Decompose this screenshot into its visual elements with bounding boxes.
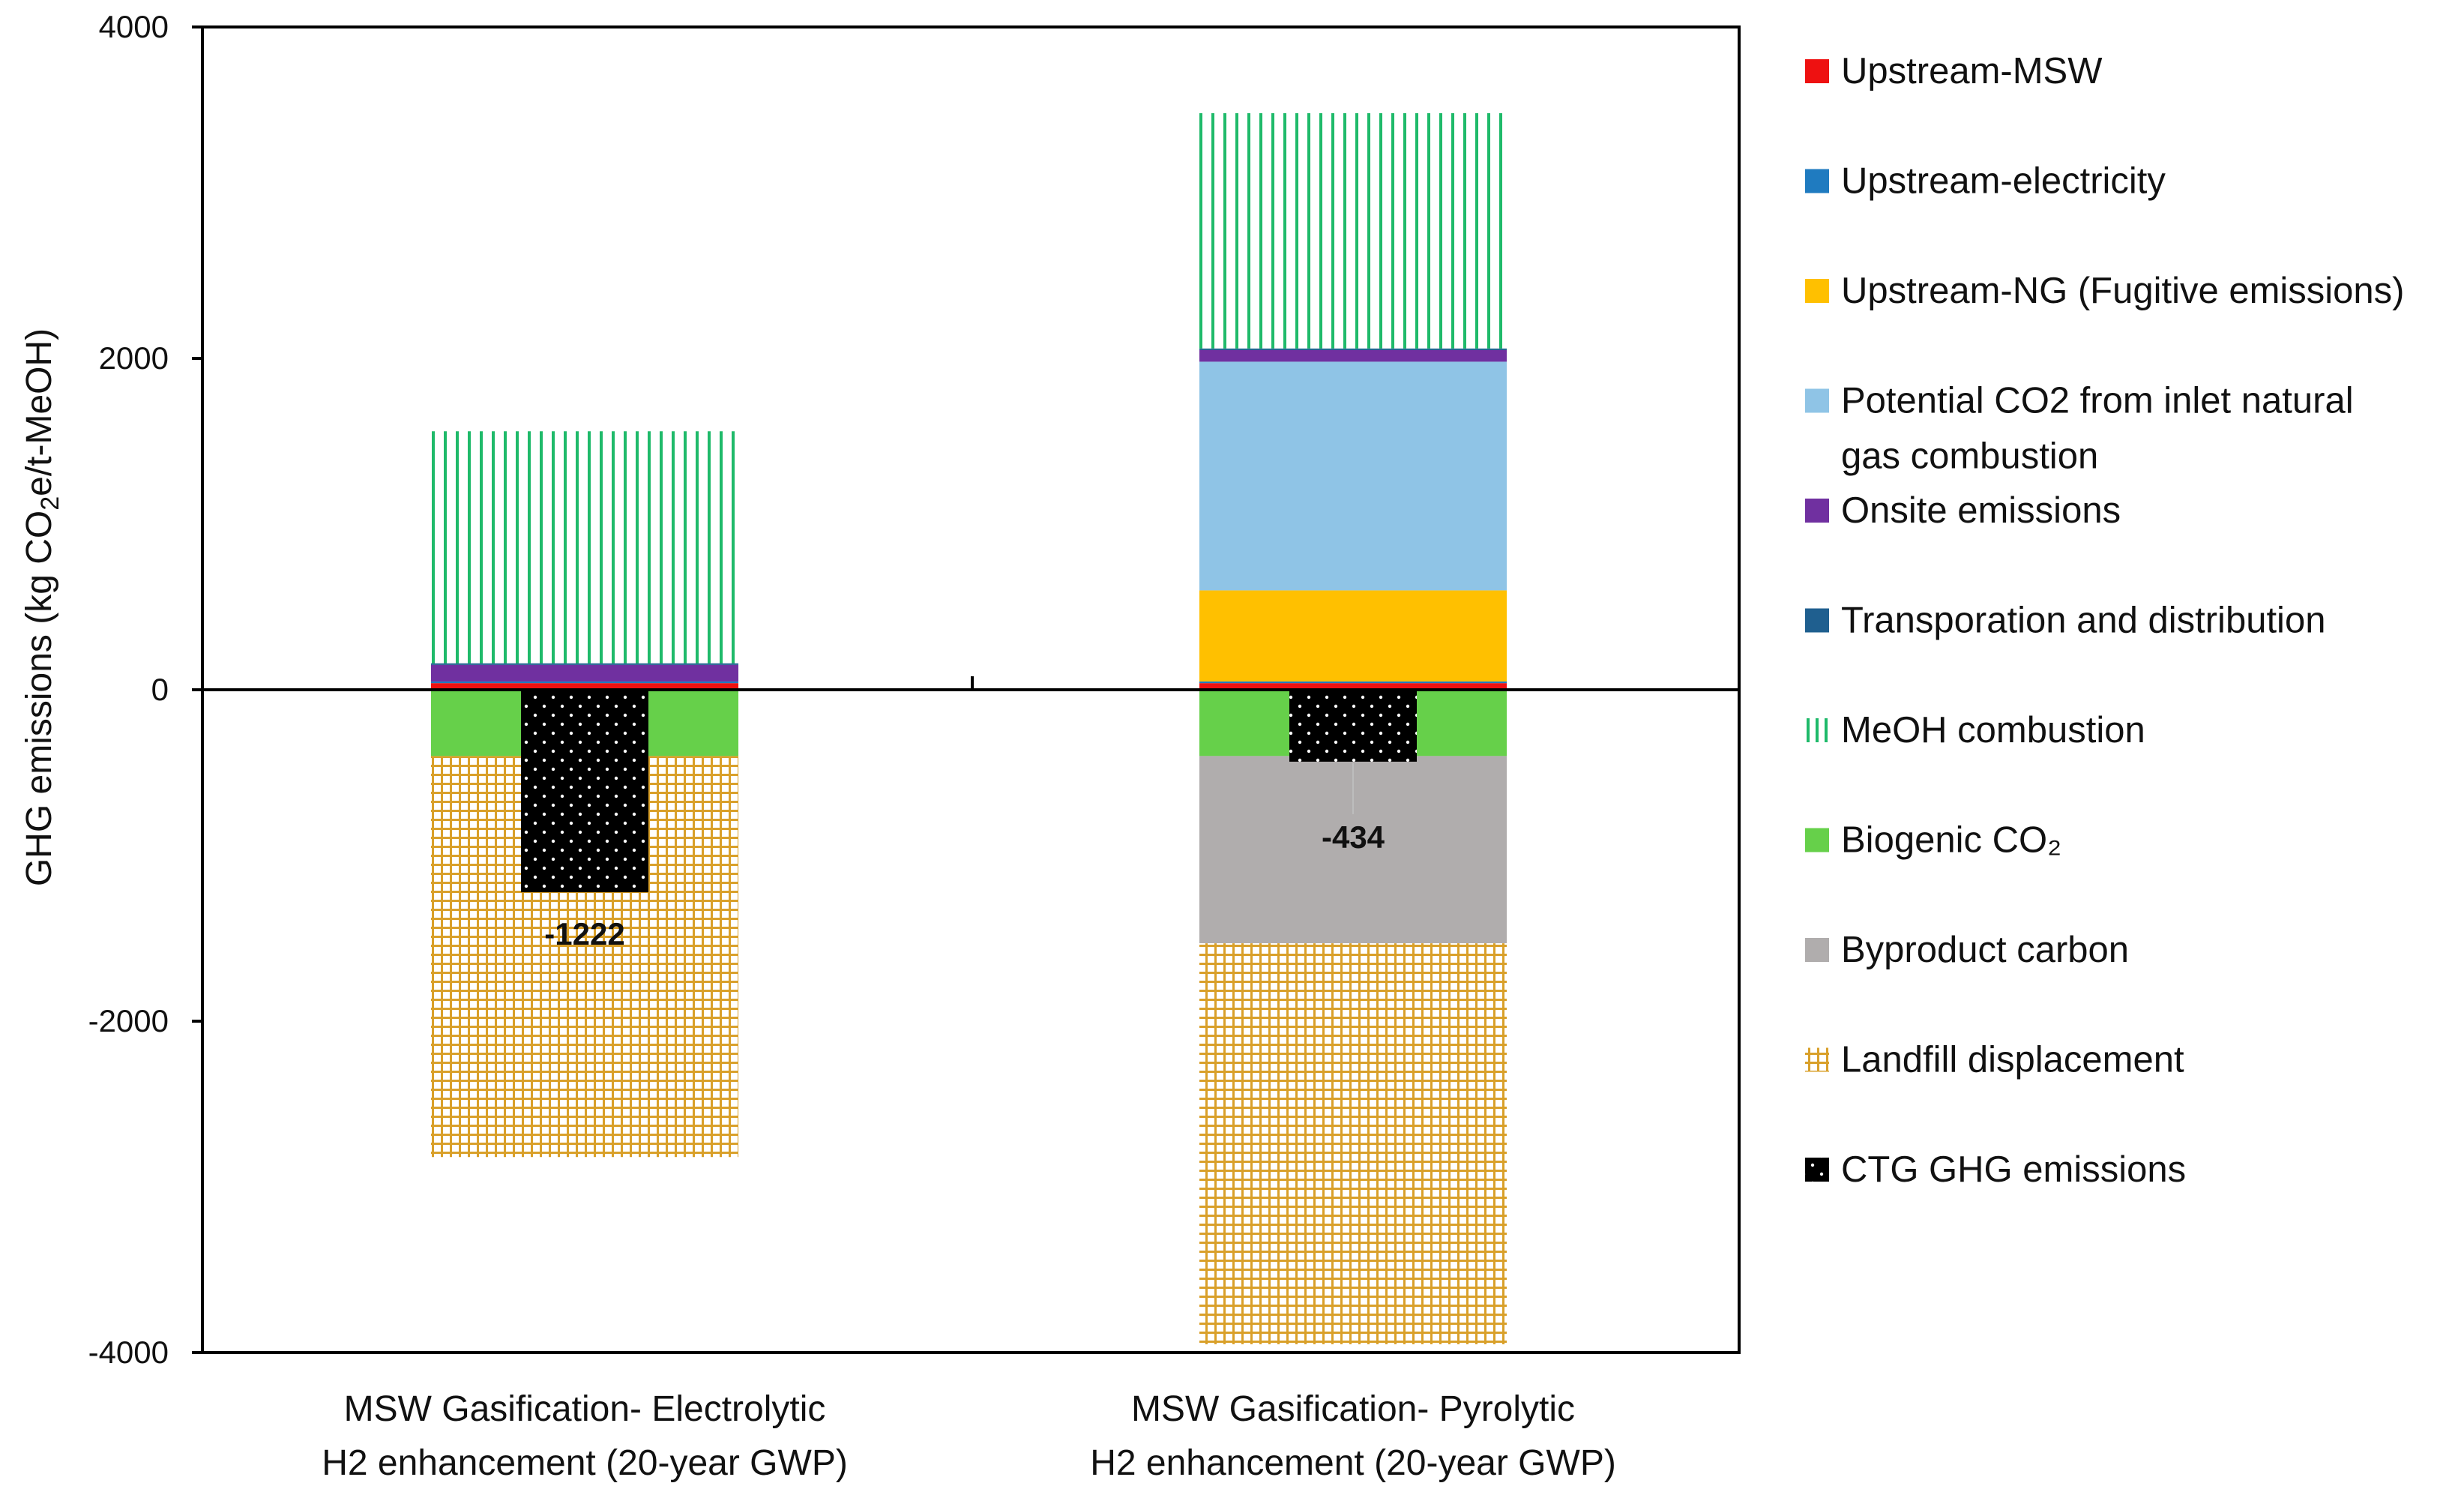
net-bar-1 [521, 690, 648, 893]
y-axis-label-suffix: e/t-MeOH) [19, 328, 59, 496]
bar-segment-meoh-combustion-2 [1199, 112, 1507, 349]
net-bar-2 [1289, 690, 1417, 762]
bar-stacks [431, 112, 1507, 1344]
legend-label-landfill-displacement: Landfill displacement [1841, 1040, 2184, 1080]
y-tick-label: -2000 [88, 1003, 169, 1038]
legend-item-potential-co2-from-inlet-natural-gas-combustion: Potential CO2 from inlet natural gas comb… [1805, 381, 2354, 477]
legend-swatch-meoh-combustion [1816, 718, 1819, 742]
y-tick-label: 4000 [99, 9, 169, 44]
data-label-net-1: -1222 [544, 916, 624, 951]
legend-item-upstream-ng-fugitive-emissions-: Upstream-NG (Fugitive emissions) [1805, 271, 2405, 311]
y-axis-label-sub: 2 [36, 496, 64, 511]
category-label-1-line-1: MSW Gasification- Electrolytic [344, 1389, 826, 1429]
bar-segment-onsite-emissions-2 [1199, 349, 1507, 362]
y-tick-label: 0 [151, 672, 169, 707]
y-tick-label: 2000 [99, 340, 169, 376]
bar-segment-meoh-combustion-1 [431, 431, 738, 664]
legend-item-byproduct-carbon: Byproduct carbon [1805, 930, 2129, 970]
bar-segment-transporation-and-distribution-1 [431, 663, 738, 665]
legend-item-biogenic-co2: Biogenic CO₂ [1805, 820, 2061, 861]
legend-label-byproduct-carbon: Byproduct carbon [1841, 930, 2129, 970]
category-label-2-line-2: H2 enhancement (20-year GWP) [1090, 1443, 1616, 1483]
legend-label-upstream-ng-fugitive-emissions-: Upstream-NG (Fugitive emissions) [1841, 271, 2405, 311]
legend-label-meoh-combustion: MeOH combustion [1841, 710, 2145, 751]
legend-item-onsite-emissions: Onsite emissions [1805, 490, 2121, 531]
legend-label-potential-co2-from-inlet-natural-gas-combustion: gas combustion [1841, 436, 2098, 477]
legend-item-upstream-msw: Upstream-MSW [1805, 51, 2103, 91]
legend-swatch-onsite-emissions [1805, 499, 1829, 523]
legend-label-transporation-and-distribution: Transporation and distribution [1841, 601, 2325, 641]
labels: -1222 -434 4000 2000 0 -2000 -4000 GHG emission… [19, 9, 1616, 1483]
bar-segment-upstream-electricity-1 [431, 681, 738, 684]
legend-swatch-upstream-msw [1805, 59, 1829, 83]
legend-label-upstream-msw: Upstream-MSW [1841, 51, 2103, 91]
bar-segment-landfill-displacement-2 [1199, 943, 1507, 1344]
legend-swatch-meoh-combustion [1807, 718, 1810, 742]
legend-item-landfill-displacement: Landfill displacement [1805, 1040, 2184, 1080]
legend-item-meoh-combustion: MeOH combustion [1807, 710, 2145, 751]
legend-item-upstream-electricity: Upstream-electricity [1805, 161, 2166, 202]
legend-swatch-transporation-and-distribution [1805, 608, 1829, 633]
y-axis-label-prefix: GHG emissions (kg CO [19, 511, 59, 886]
legend-label-ctg-ghg-emissions: CTG GHG emissions [1841, 1149, 2186, 1190]
legend-label-potential-co2-from-inlet-natural-gas-combustion: Potential CO2 from inlet natural [1841, 381, 2354, 421]
bar-segment-onsite-emissions-1 [431, 664, 738, 682]
legend-swatch-meoh-combustion [1825, 718, 1828, 742]
category-label-2-line-1: MSW Gasification- Pyrolytic [1131, 1389, 1575, 1429]
y-axis-label: GHG emissions (kg CO2e/t-MeOH) [19, 328, 64, 886]
bar-segment-upstream-ng-fugitive-emissions--2 [1199, 590, 1507, 682]
legend-label-upstream-electricity: Upstream-electricity [1841, 161, 2166, 202]
legend-swatch-upstream-electricity [1805, 169, 1829, 193]
legend-label-onsite-emissions: Onsite emissions [1841, 490, 2121, 531]
data-label-net-2: -434 [1322, 819, 1385, 855]
bar-segment-transporation-and-distribution-2 [1199, 348, 1507, 350]
legend-swatch-ctg-ghg-emissions [1805, 1158, 1829, 1182]
bar-segment-upstream-msw-1 [431, 683, 738, 690]
y-tick-label: -4000 [88, 1335, 169, 1370]
legend-swatch-potential-co2-from-inlet-natural-gas-combustion [1805, 388, 1829, 413]
legend-item-ctg-ghg-emissions: CTG GHG emissions [1805, 1149, 2186, 1190]
legend-label-biogenic-co2: Biogenic CO₂ [1841, 820, 2061, 861]
legend-item-transporation-and-distribution: Transporation and distribution [1805, 601, 2325, 641]
axes [192, 25, 1741, 1354]
legend-swatch-upstream-ng-fugitive-emissions- [1805, 279, 1829, 303]
bar-segment-upstream-electricity-2 [1199, 681, 1507, 684]
legend-swatch-biogenic-co2 [1805, 828, 1829, 852]
bar-segment-potential-co2-from-inlet-natural-gas-combustion-2 [1199, 361, 1507, 591]
legend: Upstream-MSW Upstream-electricity Upstream… [1805, 51, 2405, 1190]
net-bars [521, 690, 1417, 893]
bar-segment-upstream-msw-2 [1199, 683, 1507, 690]
legend-swatch-landfill-displacement [1805, 1047, 1829, 1072]
legend-swatch-byproduct-carbon [1805, 938, 1829, 962]
category-label-1-line-2: H2 enhancement (20-year GWP) [322, 1443, 848, 1483]
